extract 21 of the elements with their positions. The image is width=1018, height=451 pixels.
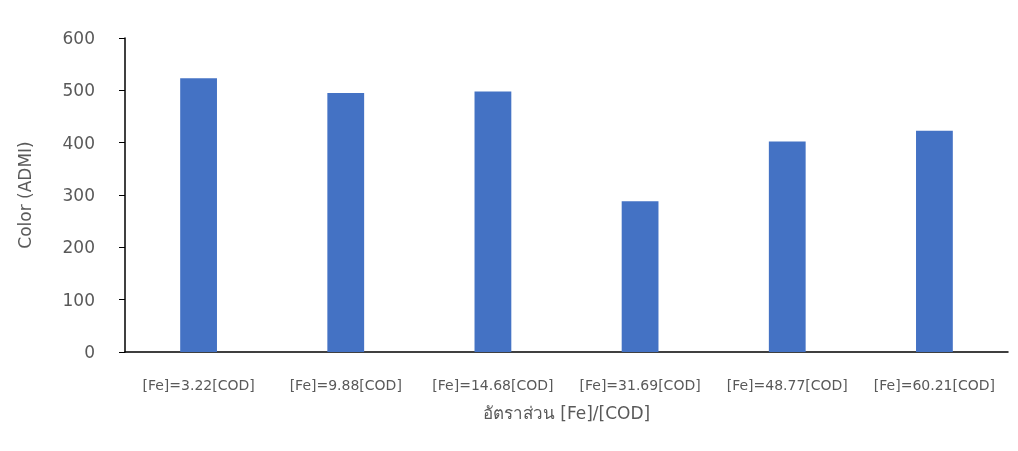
y-tick-label: 300 bbox=[62, 185, 95, 205]
y-tick-label: 200 bbox=[62, 237, 95, 258]
y-tick-label: 400 bbox=[62, 132, 95, 153]
y-tick-label: 100 bbox=[62, 289, 95, 310]
bar bbox=[474, 91, 512, 352]
x-tick-label: [Fe]=3.22[COD] bbox=[142, 377, 255, 393]
x-tick-label: [Fe]=31.69[COD] bbox=[579, 377, 701, 393]
x-tick-label: [Fe]=60.21[COD] bbox=[873, 377, 995, 393]
x-tick-label: [Fe]=14.68[COD] bbox=[432, 377, 554, 393]
bar bbox=[180, 78, 217, 352]
x-tick-label: [Fe]=48.77[COD] bbox=[726, 377, 848, 393]
bar bbox=[327, 92, 365, 352]
bar bbox=[768, 141, 806, 352]
x-axis-title: อัตราส่วน [Fe]/[COD] bbox=[482, 402, 651, 423]
y-tick-label: 600 bbox=[62, 28, 95, 48]
bar bbox=[621, 201, 659, 352]
bar bbox=[916, 130, 953, 352]
y-tick-label: 500 bbox=[62, 80, 95, 101]
x-tick-label: [Fe]=9.88[COD] bbox=[289, 377, 402, 393]
y-axis-title: Color (ADMI) bbox=[14, 141, 35, 249]
y-tick-label: 0 bbox=[84, 342, 95, 362]
